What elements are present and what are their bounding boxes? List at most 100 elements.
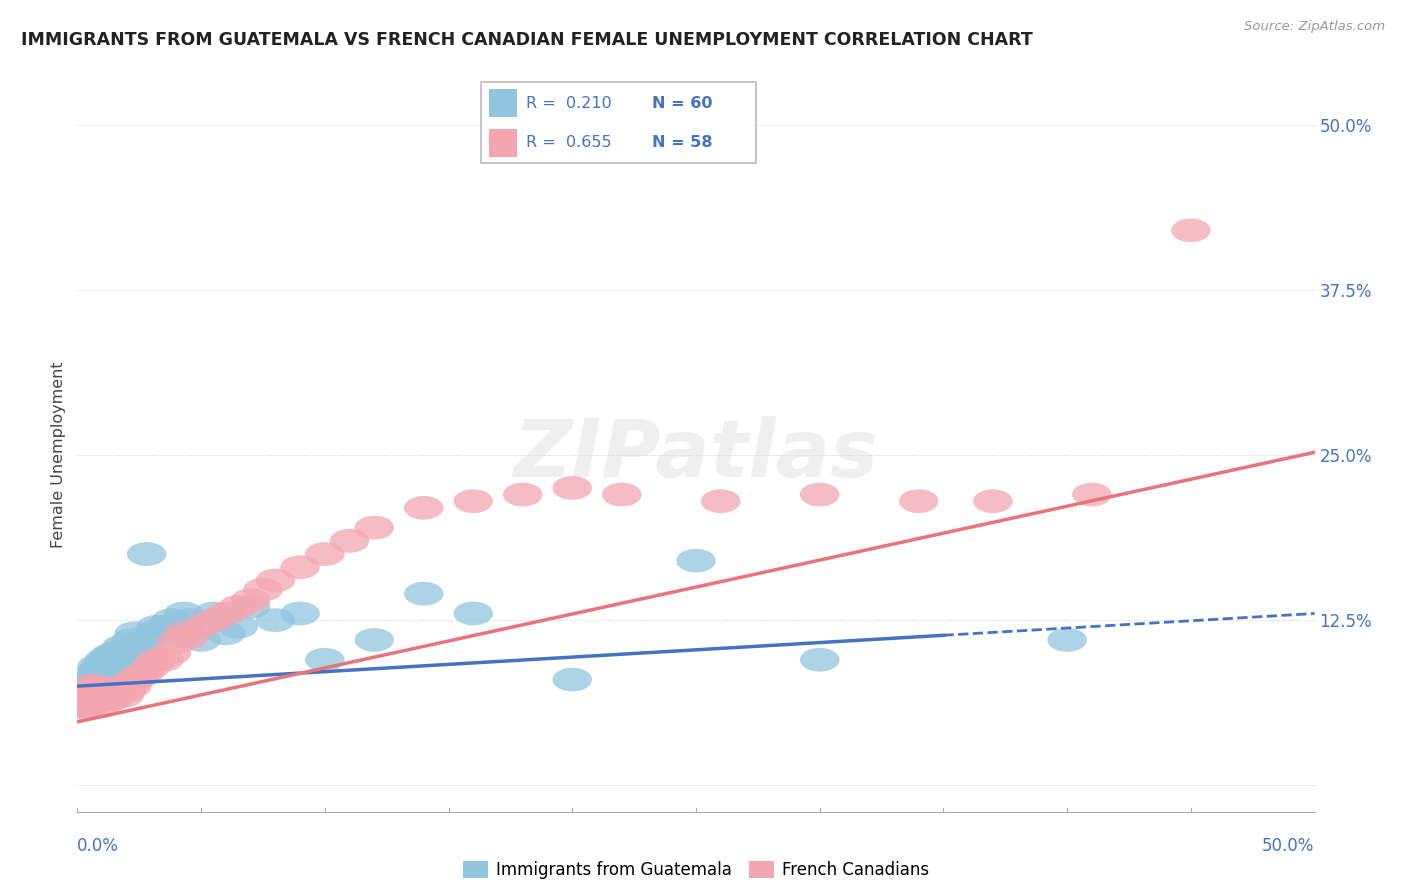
Ellipse shape	[800, 483, 839, 507]
Ellipse shape	[503, 483, 543, 507]
Ellipse shape	[305, 648, 344, 672]
Ellipse shape	[1047, 628, 1087, 652]
Ellipse shape	[454, 601, 494, 625]
Ellipse shape	[90, 644, 129, 668]
Ellipse shape	[676, 549, 716, 573]
Ellipse shape	[104, 683, 145, 707]
Ellipse shape	[898, 490, 938, 513]
Ellipse shape	[83, 655, 122, 678]
Ellipse shape	[207, 622, 246, 645]
Ellipse shape	[75, 661, 114, 685]
Ellipse shape	[243, 578, 283, 601]
Ellipse shape	[77, 665, 117, 689]
FancyBboxPatch shape	[489, 128, 517, 157]
Ellipse shape	[973, 490, 1012, 513]
Ellipse shape	[110, 641, 149, 665]
Ellipse shape	[194, 608, 233, 632]
Ellipse shape	[94, 681, 134, 705]
Ellipse shape	[104, 648, 145, 672]
Ellipse shape	[132, 655, 172, 678]
Ellipse shape	[330, 529, 370, 553]
Ellipse shape	[97, 648, 136, 672]
Ellipse shape	[120, 634, 159, 658]
Ellipse shape	[207, 601, 246, 625]
Ellipse shape	[152, 608, 191, 632]
Ellipse shape	[75, 691, 114, 715]
Ellipse shape	[87, 683, 127, 707]
Ellipse shape	[553, 668, 592, 691]
Ellipse shape	[114, 622, 155, 645]
Ellipse shape	[62, 688, 103, 711]
Ellipse shape	[70, 681, 110, 705]
Ellipse shape	[127, 542, 166, 566]
Ellipse shape	[70, 688, 110, 711]
Ellipse shape	[67, 697, 107, 721]
Text: 50.0%: 50.0%	[1263, 837, 1315, 855]
Ellipse shape	[107, 634, 146, 658]
Ellipse shape	[67, 678, 107, 702]
Ellipse shape	[83, 668, 122, 691]
Ellipse shape	[136, 615, 176, 639]
Ellipse shape	[80, 670, 120, 694]
Ellipse shape	[112, 628, 152, 652]
Ellipse shape	[124, 661, 165, 685]
Ellipse shape	[65, 683, 104, 707]
Ellipse shape	[231, 589, 270, 612]
Ellipse shape	[65, 694, 104, 718]
Ellipse shape	[169, 608, 208, 632]
Text: N = 60: N = 60	[652, 95, 713, 111]
Ellipse shape	[77, 683, 117, 707]
Ellipse shape	[1073, 483, 1112, 507]
Ellipse shape	[90, 678, 129, 702]
Ellipse shape	[165, 601, 204, 625]
Ellipse shape	[152, 641, 191, 665]
Ellipse shape	[112, 674, 152, 698]
Ellipse shape	[305, 542, 344, 566]
Ellipse shape	[103, 634, 142, 658]
Ellipse shape	[702, 490, 741, 513]
Ellipse shape	[194, 601, 233, 625]
Ellipse shape	[218, 615, 257, 639]
Ellipse shape	[114, 668, 155, 691]
Ellipse shape	[256, 568, 295, 592]
Ellipse shape	[1171, 219, 1211, 242]
Ellipse shape	[218, 595, 257, 619]
Ellipse shape	[62, 688, 103, 711]
FancyBboxPatch shape	[481, 82, 756, 163]
Ellipse shape	[83, 681, 122, 705]
Y-axis label: Female Unemployment: Female Unemployment	[51, 361, 66, 549]
Ellipse shape	[165, 622, 204, 645]
Legend: Immigrants from Guatemala, French Canadians: Immigrants from Guatemala, French Canadi…	[456, 854, 936, 886]
Ellipse shape	[553, 476, 592, 500]
Ellipse shape	[65, 681, 104, 705]
Ellipse shape	[454, 490, 494, 513]
Text: R =  0.210: R = 0.210	[526, 95, 612, 111]
Ellipse shape	[87, 665, 127, 689]
Ellipse shape	[72, 668, 112, 691]
Ellipse shape	[65, 694, 104, 718]
Ellipse shape	[404, 582, 443, 606]
Ellipse shape	[93, 661, 132, 685]
Ellipse shape	[124, 628, 165, 652]
Ellipse shape	[90, 657, 129, 681]
Ellipse shape	[280, 601, 319, 625]
Ellipse shape	[80, 678, 120, 702]
Ellipse shape	[83, 694, 122, 718]
Ellipse shape	[800, 648, 839, 672]
Ellipse shape	[145, 615, 184, 639]
Ellipse shape	[84, 661, 124, 685]
Ellipse shape	[136, 648, 176, 672]
Text: R =  0.655: R = 0.655	[526, 135, 612, 150]
Ellipse shape	[75, 674, 114, 698]
Ellipse shape	[77, 674, 117, 698]
Text: IMMIGRANTS FROM GUATEMALA VS FRENCH CANADIAN FEMALE UNEMPLOYMENT CORRELATION CHA: IMMIGRANTS FROM GUATEMALA VS FRENCH CANA…	[21, 31, 1033, 49]
Ellipse shape	[80, 688, 120, 711]
Ellipse shape	[83, 678, 122, 702]
Ellipse shape	[94, 641, 134, 665]
Ellipse shape	[84, 648, 124, 672]
Ellipse shape	[132, 622, 172, 645]
Text: 0.0%: 0.0%	[77, 837, 120, 855]
Text: ZIPatlas: ZIPatlas	[513, 416, 879, 494]
Text: N = 58: N = 58	[652, 135, 713, 150]
FancyBboxPatch shape	[489, 89, 517, 117]
